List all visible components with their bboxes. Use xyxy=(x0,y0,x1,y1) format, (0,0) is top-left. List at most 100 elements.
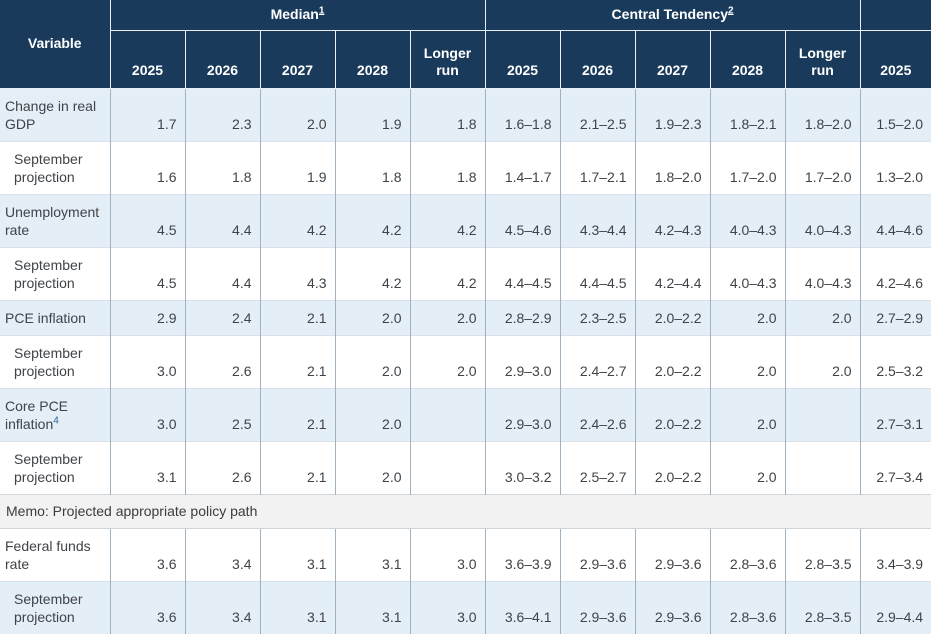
value-cell: 1.9 xyxy=(334,87,410,141)
value-cell: 2.0–2.2 xyxy=(634,440,711,494)
central-tendency-group-label: Central Tendency xyxy=(611,5,728,22)
value-cell: 2.0 xyxy=(709,334,786,388)
value-cell: 3.1 xyxy=(259,527,335,581)
value-cell: 2.6 xyxy=(184,440,260,494)
value-cell: 4.0–4.3 xyxy=(709,193,786,247)
value-cell: 4.5 xyxy=(109,246,185,300)
row-label: PCE inflation xyxy=(0,299,110,335)
value-cell: 3.4 xyxy=(184,580,260,634)
value-cell: 1.9–2.3 xyxy=(634,87,711,141)
value-cell: 4.2–4.6 xyxy=(859,246,931,300)
table-row: Core PCE inflation4 3.0 2.5 2.1 2.0 2.9–3.0 2.… xyxy=(0,387,931,441)
value-cell: 2.0 xyxy=(409,334,486,388)
value-cell: 4.5 xyxy=(109,193,185,247)
table-row: September projection 3.1 2.6 2.1 2.0 3.0–3.2 2… xyxy=(0,440,931,494)
value-cell: 2.9–3.6 xyxy=(634,580,711,634)
value-cell: 1.7–2.0 xyxy=(784,140,861,194)
value-cell: 2.0–2.2 xyxy=(634,387,711,441)
memo-row: Memo: Projected appropriate policy path xyxy=(0,493,931,529)
year-header: 2026 xyxy=(184,29,261,89)
value-cell: 4.0–4.3 xyxy=(709,246,786,300)
value-cell: 2.0 xyxy=(334,387,410,441)
value-cell: 2.9–3.0 xyxy=(484,334,561,388)
year-header: 2025 xyxy=(484,29,561,89)
value-cell: 4.4–4.5 xyxy=(559,246,636,300)
value-cell: 3.6 xyxy=(109,527,185,581)
table-row: September projection 3.6 3.4 3.1 3.1 3.0 3.6–4… xyxy=(0,580,931,634)
year-header: 2027 xyxy=(259,29,336,89)
value-cell: 2.1 xyxy=(259,334,335,388)
table-body: Change in real GDP 1.7 2.3 2.0 1.9 1.8 1.6–1.8… xyxy=(0,87,931,634)
value-cell: 2.7–2.9 xyxy=(859,299,931,335)
value-cell: 3.6 xyxy=(109,580,185,634)
row-label: September projection xyxy=(0,140,110,194)
year-header: 2028 xyxy=(709,29,786,89)
central-tendency-footnote-link[interactable]: 2 xyxy=(727,5,734,17)
value-cell: 2.0 xyxy=(334,334,410,388)
value-cell: 1.7–2.0 xyxy=(709,140,786,194)
value-cell: 3.6–4.1 xyxy=(484,580,561,634)
year-header: 2026 xyxy=(559,29,636,89)
value-cell: 3.1 xyxy=(334,527,410,581)
row-label: September projection xyxy=(0,334,110,388)
row-footnote-link[interactable]: 4 xyxy=(53,414,59,426)
value-cell: 1.8 xyxy=(184,140,260,194)
table-row: Change in real GDP 1.7 2.3 2.0 1.9 1.8 1.6–1.8… xyxy=(0,87,931,141)
value-cell: 2.0 xyxy=(409,299,486,335)
value-cell: 4.2 xyxy=(409,193,486,247)
year-header: 2025 xyxy=(110,29,186,89)
value-cell: 4.3 xyxy=(259,246,335,300)
value-cell: 2.8–3.5 xyxy=(784,580,861,634)
value-cell: 1.8–2.0 xyxy=(634,140,711,194)
value-cell: 2.9 xyxy=(109,299,185,335)
value-cell xyxy=(409,387,486,441)
value-cell: 3.1 xyxy=(334,580,410,634)
value-cell: 4.4 xyxy=(184,193,260,247)
value-cell: 2.9–3.6 xyxy=(559,527,636,581)
row-label: Change in real GDP xyxy=(0,87,110,141)
value-cell: 2.7–3.1 xyxy=(859,387,931,441)
value-cell: 2.8–3.6 xyxy=(709,527,786,581)
year-header-row: 2025 2026 2027 2028 Longer run 2025 2026… xyxy=(0,29,931,89)
value-cell: 1.7 xyxy=(109,87,185,141)
value-cell xyxy=(409,440,486,494)
row-label: Unemployment rate xyxy=(0,193,110,247)
value-cell: 3.4–3.9 xyxy=(859,527,931,581)
year-header: 2028 xyxy=(334,29,411,89)
value-cell: 2.4 xyxy=(184,299,260,335)
value-cell: 1.5–2.0 xyxy=(859,87,931,141)
col-group-median: Median1 xyxy=(109,0,486,31)
value-cell: 4.2 xyxy=(259,193,335,247)
value-cell: 4.2 xyxy=(334,193,410,247)
value-cell: 1.8–2.0 xyxy=(784,87,861,141)
table-row: September projection 3.0 2.6 2.1 2.0 2.0 2.9–3… xyxy=(0,334,931,388)
value-cell: 2.0 xyxy=(784,299,861,335)
value-cell: 2.9–3.6 xyxy=(559,580,636,634)
value-cell: 2.0–2.2 xyxy=(634,334,711,388)
row-label: September projection xyxy=(0,440,110,494)
row-label: September projection xyxy=(0,246,110,300)
value-cell: 2.1 xyxy=(259,440,335,494)
value-cell: 4.4–4.5 xyxy=(484,246,561,300)
value-cell: 3.0 xyxy=(409,580,486,634)
value-cell: 2.3 xyxy=(184,87,260,141)
value-cell: 3.0–3.2 xyxy=(484,440,561,494)
value-cell: 1.6 xyxy=(109,140,185,194)
value-cell: 1.3–2.0 xyxy=(859,140,931,194)
value-cell: 2.9–3.6 xyxy=(634,527,711,581)
value-cell: 2.1 xyxy=(259,387,335,441)
year-header: Longer run xyxy=(409,29,486,89)
value-cell: 1.4–1.7 xyxy=(484,140,561,194)
value-cell: 2.0 xyxy=(709,387,786,441)
value-cell: 4.0–4.3 xyxy=(784,246,861,300)
table-row: Unemployment rate 4.5 4.4 4.2 4.2 4.2 4.5–4.6 4… xyxy=(0,193,931,247)
value-cell: 2.0 xyxy=(334,299,410,335)
value-cell: 1.8 xyxy=(334,140,410,194)
median-footnote-link[interactable]: 1 xyxy=(318,5,325,17)
value-cell: 2.4–2.7 xyxy=(559,334,636,388)
value-cell: 1.9 xyxy=(259,140,335,194)
value-cell: 2.1–2.5 xyxy=(559,87,636,141)
value-cell: 2.7–3.4 xyxy=(859,440,931,494)
